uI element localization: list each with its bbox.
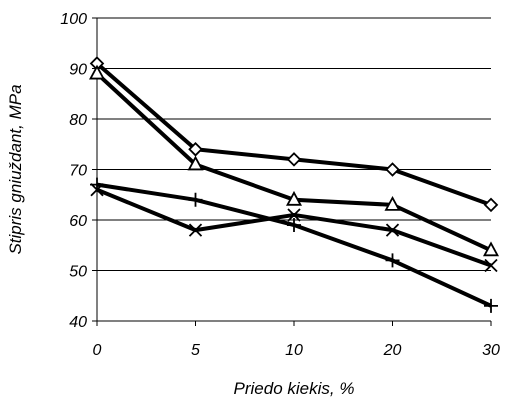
data-point: [385, 223, 400, 237]
y-tick-labels: 40 50 60 70 80 90 100: [60, 11, 87, 331]
series-diamond: [89, 56, 499, 213]
y-tick-label: 100: [60, 11, 87, 28]
data-point: [285, 190, 303, 206]
y-tick-label: 80: [69, 112, 87, 129]
y-tick-label: 90: [69, 62, 87, 79]
series-line: [95, 61, 492, 207]
x-axis-title: Priedo kiekis, %: [234, 379, 355, 398]
data-point: [482, 241, 500, 257]
series-group: [88, 56, 500, 313]
data-point: [483, 197, 499, 213]
data-point: [484, 258, 498, 273]
gridlines: [92, 17, 491, 322]
y-tick-label: 70: [69, 163, 87, 180]
y-tick-label: 40: [69, 314, 87, 331]
data-point: [88, 64, 106, 80]
y-tick-label: 50: [69, 264, 87, 281]
data-point: [385, 162, 400, 177]
data-point: [90, 177, 104, 192]
data-point: [484, 298, 498, 313]
data-point: [188, 192, 203, 207]
x-tick-label: 10: [285, 342, 303, 359]
series-triangle: [88, 64, 500, 257]
x-tick-label: 20: [383, 342, 402, 359]
data-point: [187, 155, 204, 171]
x-tick-label: 0: [93, 342, 102, 359]
data-point: [188, 223, 203, 237]
y-tick-label: 60: [69, 213, 87, 230]
data-point: [188, 142, 203, 157]
series-plus: [90, 177, 498, 313]
data-point: [385, 253, 400, 268]
data-point: [384, 195, 401, 211]
data-point: [287, 208, 301, 222]
x-tick-labels: 0 5 10 20 30: [93, 321, 500, 359]
data-point: [286, 152, 302, 167]
data-point: [287, 218, 301, 233]
x-tick-label: 5: [191, 342, 200, 359]
y-axis-title: Stipris gniuždant, MPa: [6, 84, 25, 254]
x-tick-label: 30: [482, 342, 500, 359]
